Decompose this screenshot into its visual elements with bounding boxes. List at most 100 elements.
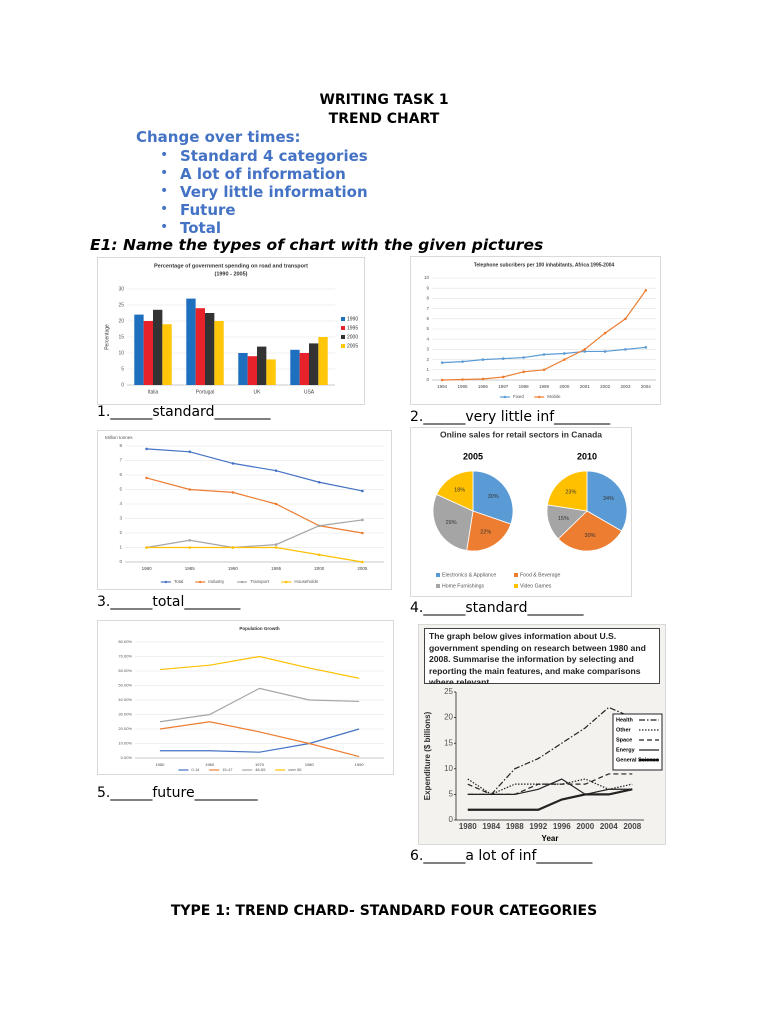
y-tick-label: 25: [118, 302, 124, 308]
line-series: [146, 477, 363, 534]
line-series: [146, 519, 363, 549]
y-axis-label: Expenditure ($ billions): [423, 711, 432, 800]
legend-label: 0-14: [191, 767, 200, 772]
bullet: •: [160, 201, 169, 217]
pie-slice: [547, 470, 588, 512]
x-tick-label: 1980: [142, 566, 153, 571]
legend-label: Other: [616, 727, 632, 733]
line-series: [159, 655, 360, 679]
y-tick-label: 80.00%: [118, 639, 132, 644]
doc-title: WRITING TASK 1: [319, 92, 449, 108]
x-tick-label: 1996: [553, 822, 571, 831]
x-tick-label: 2000: [314, 566, 325, 571]
y-tick-label: 50.00%: [118, 683, 132, 688]
point: [461, 360, 464, 363]
figure-frame: [97, 620, 394, 775]
figure-chart: Percentage of government spending on roa…: [97, 257, 365, 405]
doc-subtitle: TREND CHART: [328, 111, 440, 127]
y-tick-label: 25: [444, 687, 453, 696]
line-series: [159, 728, 360, 753]
legend-swatch: [341, 344, 345, 348]
x-tick-label: 1992: [529, 822, 547, 831]
point: [231, 462, 235, 465]
intro-item: Standard 4 categories: [180, 147, 368, 165]
legend-label: Home Furnishings: [442, 583, 484, 589]
legend-marker: [285, 580, 288, 584]
bar: [214, 321, 224, 385]
x-tick-label: 1994: [437, 384, 448, 389]
legend-marker: [240, 580, 244, 584]
pie-slice: [432, 493, 474, 551]
legend-swatch: [341, 326, 345, 330]
y-tick-label: 4: [119, 501, 122, 506]
point: [563, 358, 566, 361]
x-tick-label: 1984: [482, 822, 500, 831]
y-tick-label: 15: [444, 738, 453, 747]
legend-label: 2005: [347, 343, 358, 349]
legend-label: 1995: [347, 325, 358, 331]
legend-label: Food & Beverage: [520, 572, 560, 578]
pie-slice: [586, 470, 628, 532]
figure-chart: The graph below gives information about …: [418, 624, 666, 845]
x-tick-label: 1995: [458, 384, 469, 389]
legend-swatch: [514, 584, 518, 588]
caption: 3.______total________: [97, 594, 241, 610]
y-tick-label: 10: [118, 350, 124, 356]
line-series: [146, 546, 363, 563]
caption: 4.______standard________: [410, 600, 584, 616]
x-tick-label: 1998: [519, 384, 530, 389]
legend-label: 48-65: [255, 767, 266, 772]
y-tick-label: 8: [119, 443, 122, 448]
y-tick-label: 10.00%: [118, 741, 132, 746]
intro-item: Very little information: [180, 183, 368, 201]
point: [188, 546, 192, 549]
point: [461, 378, 464, 381]
legend-label: Electronics & Appliance: [442, 572, 496, 578]
y-tick-label: 15: [118, 334, 124, 340]
pie-value-label: 34%: [603, 496, 614, 502]
x-tick-label: 1980: [305, 762, 315, 767]
prompt-text: The graph below gives information about …: [424, 628, 660, 684]
y-tick-label: 10: [444, 764, 453, 773]
x-tick-label: 2002: [600, 384, 611, 389]
point: [361, 531, 364, 535]
x-tick-label: USA: [304, 389, 315, 395]
intro-heading: Change over times:: [136, 128, 301, 146]
point: [274, 502, 278, 506]
y-tick-label: 1: [119, 545, 122, 550]
line-series: [467, 788, 633, 811]
exercise-title: E1: Name the types of chart with the giv…: [90, 236, 544, 254]
legend-swatch: [436, 584, 440, 588]
point: [603, 350, 607, 353]
x-tick-label: 2003: [620, 384, 631, 389]
point: [624, 317, 627, 321]
point: [317, 480, 321, 484]
legend-label: Households: [294, 579, 319, 584]
pie-value-label: 30%: [585, 533, 596, 539]
legend-swatch: [341, 317, 345, 321]
x-tick-label: 1990: [228, 566, 239, 571]
caption: 1.______standard________: [97, 404, 271, 420]
y-tick-label: 0.00%: [121, 755, 133, 760]
point: [440, 361, 444, 364]
chart-title: Population Growth: [239, 626, 279, 631]
point: [361, 560, 364, 564]
point: [361, 518, 364, 522]
bar: [299, 353, 309, 385]
y-tick-label: 0: [119, 559, 122, 564]
point: [522, 356, 525, 359]
x-tick-label: 2001: [580, 384, 591, 389]
x-tick-label: Portugal: [196, 389, 215, 395]
point: [231, 546, 235, 549]
bullet: •: [160, 147, 169, 163]
y-tick-label: 6: [426, 316, 429, 321]
y-tick-label: 7: [119, 458, 122, 463]
legend-label: Video Games: [520, 583, 552, 589]
y-tick-label: 20.00%: [118, 726, 132, 731]
caption: 2.______very little inf________: [410, 409, 611, 425]
pie-slice: [557, 510, 623, 552]
x-tick-label: 1950: [155, 762, 165, 767]
bar: [195, 308, 205, 385]
pie-value-label: 22%: [480, 530, 491, 536]
point: [603, 331, 607, 335]
